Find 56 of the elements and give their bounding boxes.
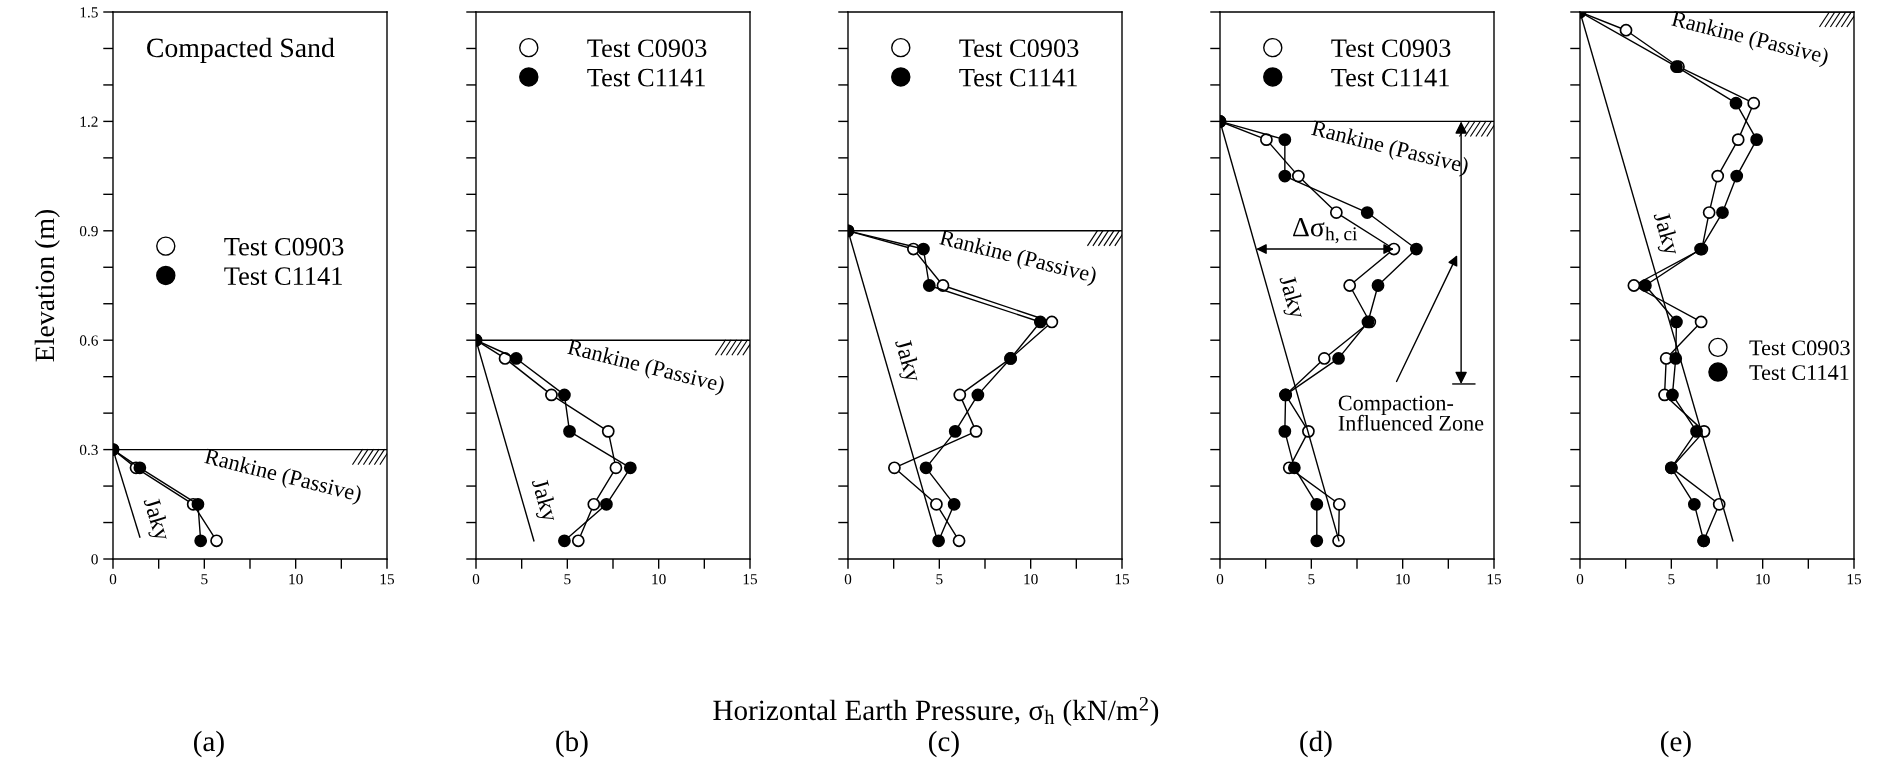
- text: (c): [929, 730, 959, 758]
- legend-label: Test C1141: [1331, 68, 1449, 87]
- y-tick-label: 0: [91, 554, 98, 565]
- x-tick-label: 0: [1576, 574, 1584, 585]
- x-tick-label: 0: [844, 574, 852, 585]
- legend-label: Test C1141: [224, 267, 342, 285]
- x-tick-label: 10: [1756, 574, 1770, 585]
- text: Jaky: [1648, 210, 1682, 258]
- x-tick-label: 0: [109, 574, 117, 585]
- x-tick-label: 5: [201, 574, 208, 585]
- y-tick-label: 1.2: [80, 116, 98, 127]
- legend-label: Test C0903: [1749, 340, 1850, 356]
- x-tick-label: 15: [1115, 574, 1130, 585]
- x-tick-label: 10: [652, 574, 666, 585]
- x-tick-label: 5: [936, 574, 943, 585]
- text: Jaky: [138, 496, 172, 544]
- annotation: Rankine (Passive): [202, 447, 363, 506]
- y-tick-label: 0.6: [79, 335, 98, 346]
- x-tick-label: 10: [1396, 574, 1410, 585]
- y-tick-label: 0.9: [79, 225, 98, 237]
- legend-label: Test C1141: [1749, 365, 1849, 381]
- y-tick-label: 1.5: [80, 7, 98, 18]
- annotation: Rankine (Passive): [565, 338, 726, 397]
- annotation: Δσ$_{h,ci}$: [1293, 218, 1358, 244]
- x-tick-label: 15: [380, 574, 395, 585]
- text: (d): [1300, 730, 1332, 758]
- x-tick-label: 10: [289, 574, 303, 585]
- x-tick-label: 10: [1024, 574, 1038, 585]
- annotation: Rankine (Passive): [1669, 10, 1830, 69]
- text: Jaky: [1274, 274, 1307, 322]
- x-tick-label: 5: [1668, 574, 1675, 585]
- y-tick-label: 0.3: [79, 444, 98, 456]
- legend-label: Test C0903: [1331, 39, 1451, 58]
- x-tick-label: 0: [472, 574, 480, 585]
- y-axis-title: Elevation (m): [34, 209, 60, 362]
- legend-label: Test C0903: [224, 237, 344, 256]
- annotation: Rankine (Passive): [937, 229, 1098, 288]
- x-tick-label: 15: [743, 574, 758, 585]
- legend-label: Test C1141: [959, 68, 1077, 87]
- legend-label: Test C0903: [587, 39, 707, 58]
- text: Jaky: [526, 477, 560, 525]
- x-tick-label: 5: [1308, 574, 1315, 585]
- legend-label: Test C0903: [959, 39, 1079, 58]
- text: Jaky: [890, 337, 923, 385]
- ref-line-label: Compaction- Influenced Zone: [1338, 395, 1484, 431]
- x-tick-label: 5: [564, 574, 571, 585]
- annotation: Rankine (Passive): [1309, 119, 1470, 178]
- legend-label: Test C1141: [587, 68, 705, 87]
- x-tick-label: 15: [1487, 574, 1502, 585]
- text: (b): [556, 730, 588, 758]
- x-axis-title: Horizontal Earth Pressure, σ$_{h}$ (kN/m$^{2}$): [713, 697, 1159, 727]
- x-tick-label: 0: [1216, 574, 1224, 585]
- annotation: Compacted Sand: [147, 37, 335, 63]
- text: (a): [194, 730, 224, 758]
- x-tick-label: 15: [1847, 574, 1862, 585]
- text: (e): [1661, 730, 1691, 758]
